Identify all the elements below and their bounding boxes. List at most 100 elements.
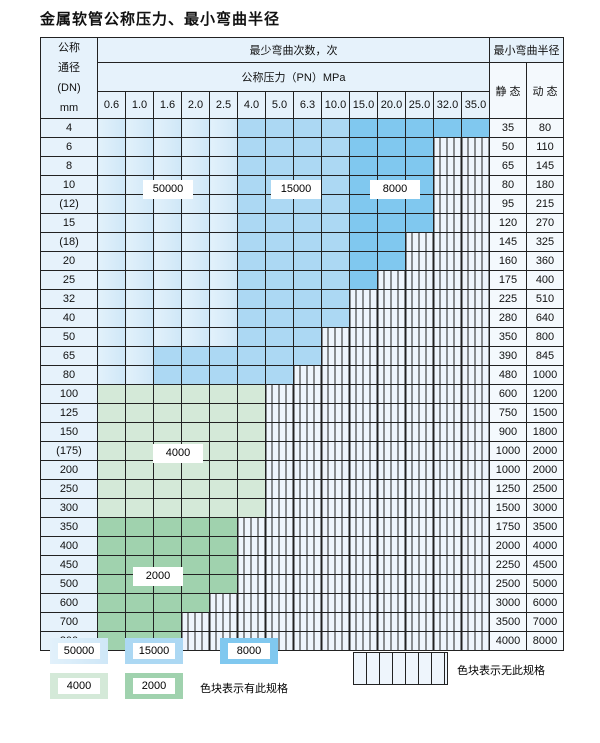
available-cell-c (349, 156, 378, 176)
unavailable-cell (349, 441, 378, 461)
available-cell-a (97, 232, 126, 252)
available-cell-a (153, 156, 182, 176)
unavailable-cell (293, 612, 322, 632)
unavailable-cell (461, 555, 490, 575)
unavailable-cell (433, 384, 462, 404)
available-cell-a (181, 118, 210, 138)
available-cell-b (265, 308, 294, 328)
available-cell-g1 (237, 479, 266, 499)
table-row: 20 160 360 (40, 251, 564, 271)
pressure-column-header: 1.0 (125, 91, 154, 119)
unavailable-cell (349, 327, 378, 347)
available-cell-a (181, 251, 210, 271)
unavailable-cell (405, 251, 434, 271)
table-row: 25 175 400 (40, 270, 564, 290)
unavailable-cell (461, 251, 490, 271)
unavailable-cell (461, 365, 490, 385)
available-cell-a (209, 270, 238, 290)
available-cell-g1 (125, 441, 154, 461)
available-cell-b (321, 175, 350, 195)
available-cell-g1 (125, 403, 154, 423)
unavailable-cell (405, 346, 434, 366)
pressure-column-header: 35.0 (461, 91, 490, 119)
available-cell-g1 (97, 441, 126, 461)
unavailable-cell (433, 460, 462, 480)
unavailable-cell (349, 555, 378, 575)
unavailable-cell (433, 346, 462, 366)
pressure-header: 公称压力（PN）MPa (97, 62, 490, 92)
unavailable-cell (377, 517, 406, 537)
unavailable-cell (265, 498, 294, 518)
unavailable-cell (461, 574, 490, 594)
dn-cell: (175) (40, 441, 98, 461)
available-cell-c (405, 156, 434, 176)
available-cell-a (209, 232, 238, 252)
static-radius-cell: 600 (489, 384, 527, 404)
dn-header-line: 公称 (58, 42, 80, 54)
legend-label: 4000 (58, 678, 100, 694)
unavailable-cell (377, 403, 406, 423)
unavailable-cell (405, 384, 434, 404)
unavailable-cell (405, 422, 434, 442)
table-row: 125 750 1500 (40, 403, 564, 423)
available-cell-g2 (181, 517, 210, 537)
available-cell-g1 (181, 498, 210, 518)
available-cell-g1 (97, 403, 126, 423)
static-radius-cell: 145 (489, 232, 527, 252)
available-cell-a (125, 308, 154, 328)
unavailable-cell (265, 384, 294, 404)
static-radius-cell: 1250 (489, 479, 527, 499)
available-cell-b (237, 232, 266, 252)
available-cell-b (237, 251, 266, 271)
available-cell-b (293, 137, 322, 157)
available-cell-g1 (97, 498, 126, 518)
unavailable-cell (405, 498, 434, 518)
available-cell-g1 (153, 384, 182, 404)
dn-cell: 32 (40, 289, 98, 309)
table-row: 600 3000 6000 (40, 593, 564, 613)
static-radius-cell: 2250 (489, 555, 527, 575)
dynamic-radius-cell: 1000 (526, 365, 564, 385)
available-cell-c (377, 118, 406, 138)
available-cell-a (97, 289, 126, 309)
available-cell-g1 (125, 460, 154, 480)
unavailable-cell (349, 536, 378, 556)
available-cell-g1 (153, 479, 182, 499)
unavailable-cell (377, 327, 406, 347)
unavailable-cell (321, 479, 350, 499)
available-cell-g2 (125, 593, 154, 613)
legend-label: 15000 (133, 643, 175, 659)
unavailable-cell (237, 593, 266, 613)
unavailable-cell (461, 308, 490, 328)
unavailable-cell (433, 403, 462, 423)
static-radius-cell: 95 (489, 194, 527, 214)
available-cell-a (97, 156, 126, 176)
available-cell-a (125, 194, 154, 214)
unavailable-cell (349, 289, 378, 309)
unavailable-cell (405, 403, 434, 423)
unavailable-cell (377, 270, 406, 290)
unavailable-cell (237, 612, 266, 632)
table-row: 100 600 1200 (40, 384, 564, 404)
available-cell-b (237, 308, 266, 328)
available-cell-g2 (97, 536, 126, 556)
unavailable-cell (349, 384, 378, 404)
unavailable-cell (433, 631, 462, 651)
unavailable-cell (461, 327, 490, 347)
dn-cell: 450 (40, 555, 98, 575)
region-label-50000: 50000 (143, 180, 193, 199)
dynamic-radius-cell: 325 (526, 232, 564, 252)
unavailable-cell (293, 460, 322, 480)
available-cell-g1 (209, 460, 238, 480)
dn-cell: 80 (40, 365, 98, 385)
dynamic-radius-cell: 2500 (526, 479, 564, 499)
dynamic-radius-cell: 8000 (526, 631, 564, 651)
available-cell-a (125, 232, 154, 252)
table-row: 250 1250 2500 (40, 479, 564, 499)
unavailable-cell (405, 479, 434, 499)
available-cell-a (97, 327, 126, 347)
table-row: 6 50 110 (40, 137, 564, 157)
unavailable-cell (461, 441, 490, 461)
available-cell-a (209, 156, 238, 176)
dn-cell: 250 (40, 479, 98, 499)
